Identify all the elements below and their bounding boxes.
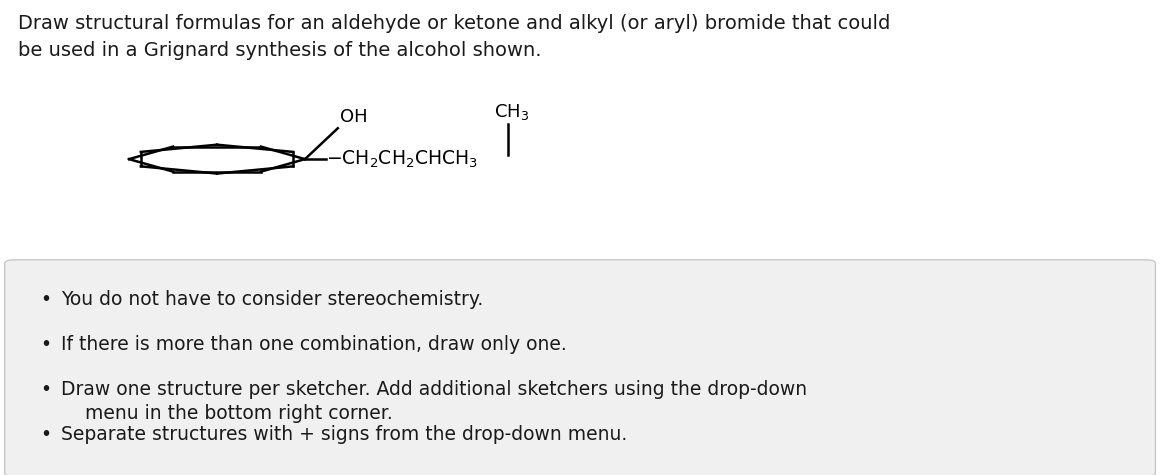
Text: Draw structural formulas for an aldehyde or ketone and alkyl (or aryl) bromide t: Draw structural formulas for an aldehyde… (18, 14, 890, 60)
Text: •: • (40, 425, 50, 444)
Text: Separate structures with + signs from the drop-down menu.: Separate structures with + signs from th… (61, 425, 628, 444)
Text: If there is more than one combination, draw only one.: If there is more than one combination, d… (61, 335, 567, 354)
Text: •: • (40, 380, 50, 399)
FancyBboxPatch shape (5, 260, 1155, 475)
Text: Draw one structure per sketcher. Add additional sketchers using the drop-down
  : Draw one structure per sketcher. Add add… (61, 380, 807, 423)
Text: You do not have to consider stereochemistry.: You do not have to consider stereochemis… (61, 290, 483, 309)
Text: •: • (40, 335, 50, 354)
Text: OH: OH (340, 108, 368, 126)
Text: •: • (40, 290, 50, 309)
Text: $\mathregular{CH_3}$: $\mathregular{CH_3}$ (494, 102, 529, 122)
Text: $-\mathregular{CH_2CH_2CHCH_3}$: $-\mathregular{CH_2CH_2CHCH_3}$ (326, 149, 479, 170)
